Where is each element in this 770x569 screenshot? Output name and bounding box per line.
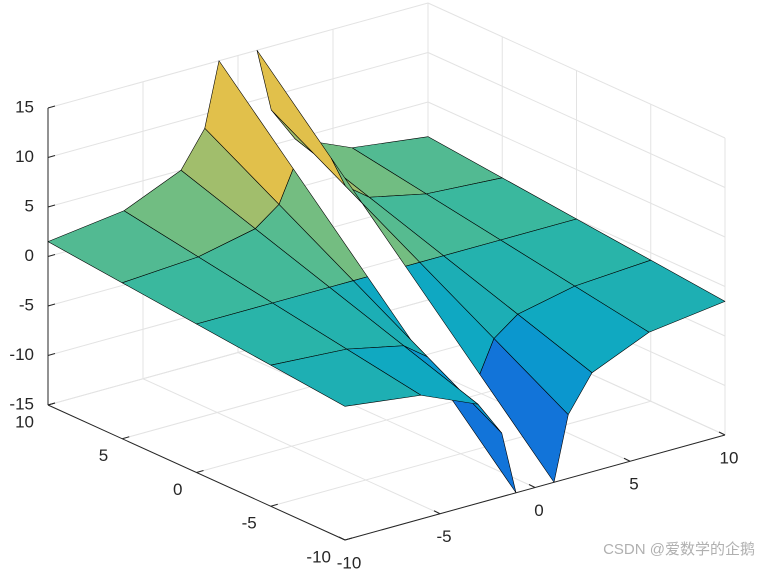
- watermark: CSDN @爱数学的企鹅: [603, 540, 755, 558]
- y-tick-label: 0: [173, 480, 182, 499]
- y-tick: [344, 537, 353, 541]
- grid-line: [427, 101, 726, 238]
- y-tick-label: -10: [306, 547, 331, 566]
- z-tick-label: 5: [25, 196, 34, 215]
- surface-cell: [479, 338, 569, 483]
- x-tick: [433, 510, 441, 515]
- z-tick: [47, 105, 56, 109]
- z-tick-label: -5: [19, 295, 34, 314]
- grid-line: [270, 400, 651, 507]
- x-tick: [338, 536, 346, 541]
- y-tick-label: 10: [15, 412, 34, 431]
- z-tick: [47, 303, 56, 307]
- y-tick-label: -5: [242, 514, 257, 533]
- x-tick-label: -10: [337, 553, 362, 569]
- x-tick: [528, 484, 536, 488]
- grid-line: [427, 2, 726, 139]
- y-tick: [122, 436, 130, 440]
- x-tick: [623, 457, 631, 462]
- z-tick-label: -15: [9, 394, 34, 413]
- surface-cell: [270, 348, 422, 407]
- x-tick-label: 10: [720, 448, 739, 467]
- grid-line: [47, 2, 429, 109]
- z-tick: [47, 353, 56, 356]
- x-tick-label: -5: [436, 527, 451, 546]
- z-tick-label: 15: [15, 97, 34, 116]
- y-tick: [196, 470, 204, 473]
- grid-line: [427, 52, 726, 188]
- x-tick-label: 0: [534, 501, 543, 520]
- x-tick-label: 5: [629, 475, 638, 494]
- z-tick: [47, 155, 56, 158]
- x-tick: [718, 431, 726, 436]
- z-tick-label: 0: [25, 246, 34, 265]
- z-tick-label: -10: [9, 345, 34, 364]
- z-tick: [47, 254, 56, 257]
- z-tick: [47, 204, 56, 208]
- y-tick-label: 5: [99, 446, 108, 465]
- z-tick: [47, 402, 56, 406]
- y-tick: [270, 503, 278, 507]
- z-tick-label: 10: [15, 147, 34, 166]
